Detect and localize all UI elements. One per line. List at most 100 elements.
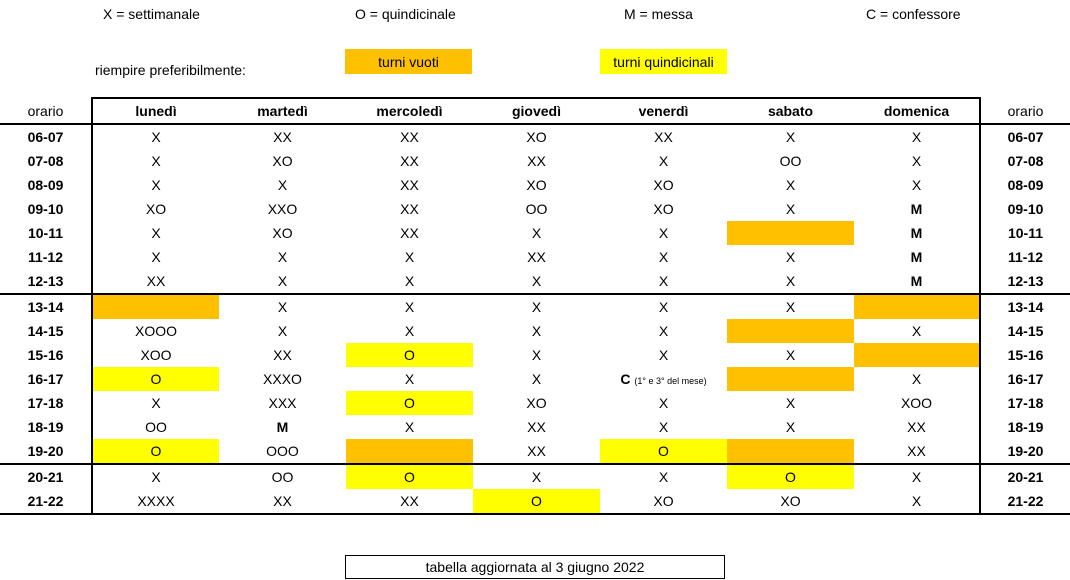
shift-code: X bbox=[658, 469, 669, 485]
shift-cell: X bbox=[91, 149, 219, 173]
shift-code: XOOO bbox=[134, 323, 177, 339]
shift-cell: O bbox=[346, 391, 473, 415]
shift-cell: X bbox=[600, 343, 727, 367]
shift-code: XX bbox=[400, 153, 419, 169]
shift-cell: XX bbox=[219, 343, 346, 367]
shift-code: O bbox=[658, 443, 669, 459]
shift-code: X bbox=[404, 371, 415, 387]
shift-cell: OO bbox=[727, 149, 854, 173]
shift-cell: X bbox=[346, 269, 473, 294]
shift-code: X bbox=[404, 323, 415, 339]
shift-code: OO bbox=[525, 201, 548, 217]
time-slot-left: 10-11 bbox=[27, 225, 64, 241]
schedule-row: 06-07 X XX XX XO XX X X 06-07 bbox=[0, 124, 1070, 149]
schedule-row: 11-12 X X X XX X X M 11-12 bbox=[0, 245, 1070, 269]
shift-cell: XO bbox=[600, 173, 727, 197]
shift-code: X bbox=[658, 299, 669, 315]
shift-cell: X bbox=[727, 173, 854, 197]
shift-code: X bbox=[658, 323, 669, 339]
shift-code: XO bbox=[653, 201, 674, 217]
shift-cell: M bbox=[854, 245, 981, 269]
shift-code: XO bbox=[653, 493, 674, 509]
shift-cell: M bbox=[219, 415, 346, 439]
shift-cell: X bbox=[727, 391, 854, 415]
shift-code: XXXX bbox=[137, 493, 175, 509]
shift-cell: XX bbox=[473, 149, 600, 173]
shift-cell: XXXX bbox=[91, 489, 219, 515]
shift-code: XOO bbox=[900, 395, 933, 411]
shift-cell: X bbox=[600, 319, 727, 343]
time-slot-right: 16-17 bbox=[1007, 371, 1044, 387]
shift-cell: O bbox=[600, 439, 727, 464]
schedule-row: 16-17 O XXXO X X C (1° e 3° del mese) X 16-17 bbox=[0, 367, 1070, 391]
shift-cell: XX bbox=[473, 245, 600, 269]
shift-cell: XX bbox=[346, 221, 473, 245]
shift-code: X bbox=[785, 177, 796, 193]
schedule-row: 13-14 X X X X X 13-14 bbox=[0, 293, 1070, 319]
schedule-row: 18-19 OO M X XX X X XX 18-19 bbox=[0, 415, 1070, 439]
shift-cell: O bbox=[346, 343, 473, 367]
shift-code: X bbox=[531, 371, 542, 387]
shift-code: XO bbox=[653, 177, 674, 193]
orario-header-right: orario bbox=[980, 98, 1070, 125]
shift-code: X bbox=[911, 469, 922, 485]
shift-code: M bbox=[910, 225, 923, 241]
shift-cell: X bbox=[91, 245, 219, 269]
shift-code: X bbox=[911, 177, 922, 193]
schedule-row: 21-22 XXXX XX XX O XO XO X 21-22 bbox=[0, 489, 1070, 515]
shift-code: OO bbox=[779, 153, 802, 169]
time-slot-left: 18-19 bbox=[27, 419, 64, 435]
shift-cell: XXXO bbox=[219, 367, 346, 391]
shift-code: XXX bbox=[268, 395, 297, 411]
shift-code: X bbox=[658, 347, 669, 363]
shift-cell: X bbox=[346, 415, 473, 439]
shift-cell: X bbox=[473, 221, 600, 245]
shift-cell bbox=[854, 293, 981, 319]
shift-cell: XX bbox=[346, 197, 473, 221]
shift-cell: X bbox=[854, 319, 981, 343]
legend-quindicinale: O = quindicinale bbox=[355, 6, 456, 22]
shift-code: X bbox=[785, 347, 796, 363]
time-slot-right: 06-07 bbox=[1007, 129, 1044, 145]
shift-cell: X bbox=[600, 245, 727, 269]
shift-code: X bbox=[658, 153, 669, 169]
time-slot-left: 19-20 bbox=[27, 443, 64, 459]
shift-cell: XX bbox=[473, 415, 600, 439]
shift-cell: X bbox=[854, 173, 981, 197]
shift-cell: X bbox=[346, 245, 473, 269]
shift-code: X bbox=[785, 395, 796, 411]
shift-code: XX bbox=[400, 493, 419, 509]
shift-code: X bbox=[277, 273, 288, 289]
shift-code: X bbox=[911, 371, 922, 387]
shift-cell: XO bbox=[91, 197, 219, 221]
schedule-row: 14-15 XOOO X X X X X 14-15 bbox=[0, 319, 1070, 343]
shift-code: X bbox=[911, 323, 922, 339]
shift-cell: X bbox=[600, 415, 727, 439]
shift-cell: XO bbox=[600, 489, 727, 515]
shift-cell bbox=[854, 343, 981, 367]
shift-cell: XOOO bbox=[91, 319, 219, 343]
time-slot-right: 15-16 bbox=[1007, 347, 1044, 363]
shift-code: XO bbox=[526, 129, 547, 145]
shift-cell: X bbox=[600, 293, 727, 319]
shift-cell: XXO bbox=[219, 197, 346, 221]
shift-code: X bbox=[785, 299, 796, 315]
shift-cell: X bbox=[473, 343, 600, 367]
shift-cell: X bbox=[600, 391, 727, 415]
shift-code: O bbox=[531, 493, 542, 509]
schedule-table: orario lunedì martedì mercoledì giovedì … bbox=[0, 97, 1070, 515]
time-slot-left: 16-17 bbox=[27, 371, 64, 387]
shift-cell bbox=[727, 367, 854, 391]
shift-cell: X bbox=[854, 367, 981, 391]
time-slot-right: 12-13 bbox=[1007, 273, 1044, 289]
shift-cell: X bbox=[854, 489, 981, 515]
time-slot-left: 08-09 bbox=[27, 177, 64, 193]
shift-code: X bbox=[531, 225, 542, 241]
schedule-row: 09-10 XO XXO XX OO XO X M 09-10 bbox=[0, 197, 1070, 221]
shift-cell: OO bbox=[473, 197, 600, 221]
shift-code: XX bbox=[907, 443, 926, 459]
shift-code: O bbox=[404, 347, 415, 363]
shift-code: X bbox=[277, 299, 288, 315]
shift-cell: XX bbox=[346, 124, 473, 149]
shift-cell: OO bbox=[91, 415, 219, 439]
